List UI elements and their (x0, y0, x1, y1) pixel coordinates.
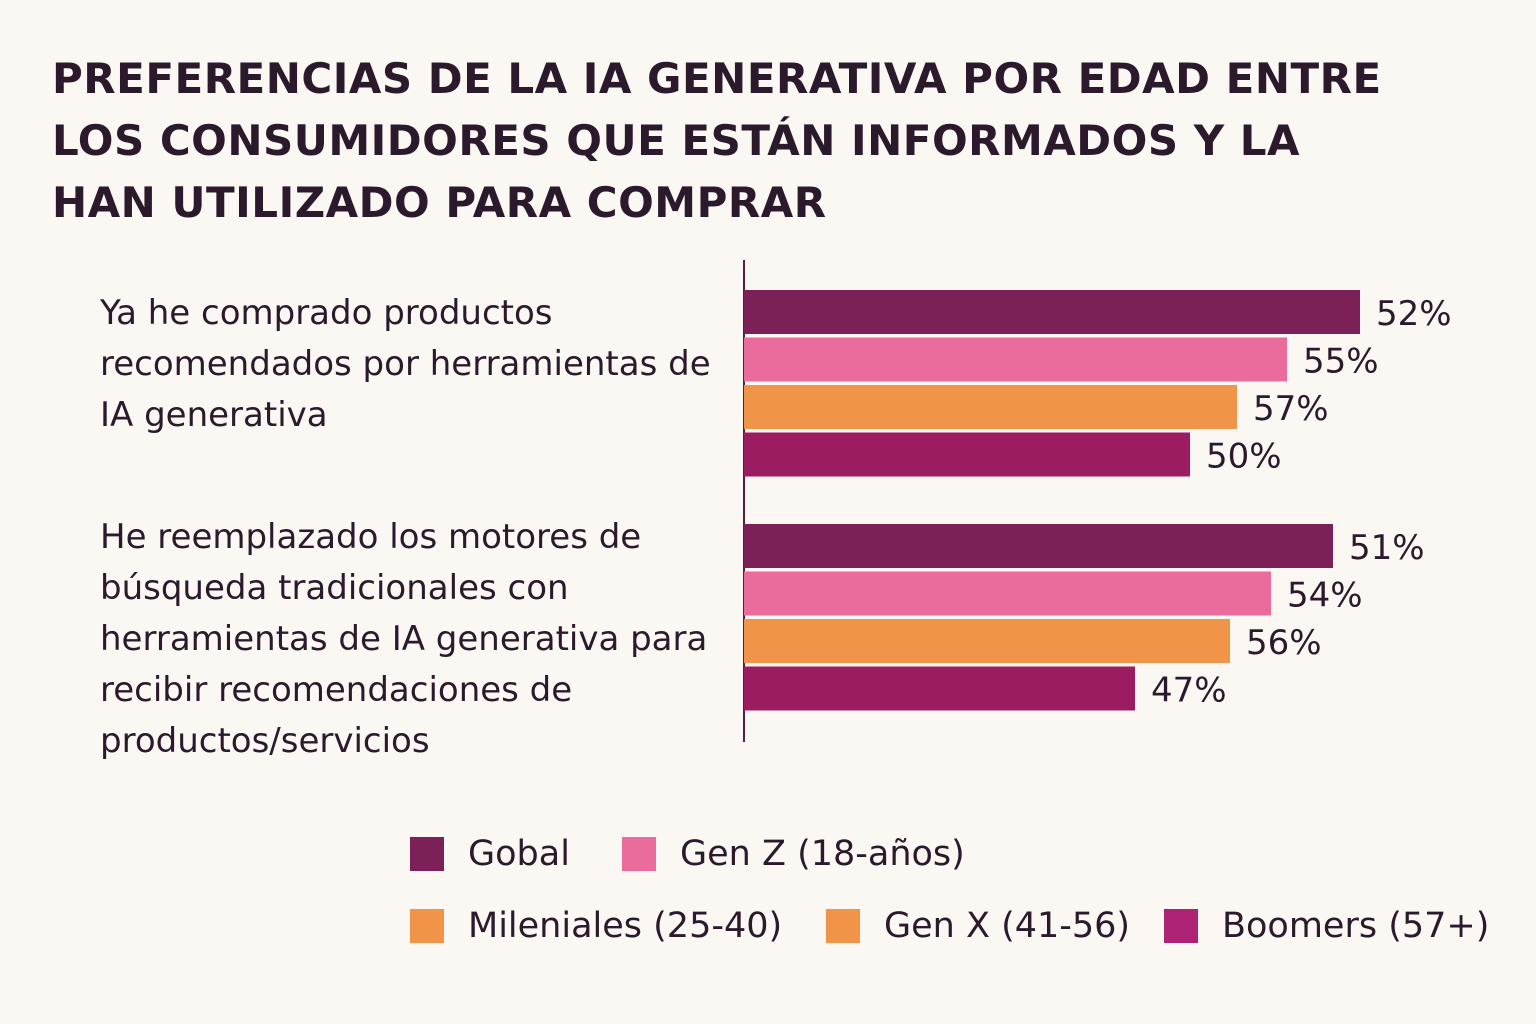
bar-g0-s1 (744, 337, 1287, 382)
bar-value-label-g1-s3: 47% (1151, 671, 1227, 711)
bar-value-label-g0-s1: 55% (1303, 342, 1379, 382)
bar-g1-s3 (744, 666, 1135, 711)
bar-g0-s0 (744, 290, 1360, 334)
bar-value-label-g1-s2: 56% (1246, 623, 1322, 663)
category-label-purchased: Ya he comprado productos recomendados po… (100, 288, 720, 441)
bar-g0-s3 (744, 432, 1190, 477)
bar-g1-s0 (744, 524, 1333, 568)
category-label-line: recomendados por herramientas de (100, 344, 711, 384)
bar-value-label-g0-s0: 52% (1376, 294, 1452, 334)
bar-value-label-g1-s1: 54% (1287, 576, 1363, 616)
bar-g1-s2 (744, 619, 1230, 663)
bar-value-label-g1-s0: 51% (1349, 528, 1425, 568)
category-label-line: He reemplazado los motores de (100, 517, 642, 557)
category-label-replaced-search: He reemplazado los motores de búsqueda t… (100, 512, 720, 767)
bar-g1-s1 (744, 571, 1271, 616)
chart-title-line-3: HAN UTILIZADO PARA COMPRAR (52, 178, 827, 227)
category-label-line: herramientas de IA generativa para (100, 619, 708, 659)
category-label-line: búsqueda tradicionales con (100, 568, 569, 608)
bar-value-label-g0-s3: 50% (1206, 437, 1282, 477)
chart-title-line-2: LOS CONSUMIDORES QUE ESTÁN INFORMADOS Y … (52, 116, 1301, 165)
chart-title: PREFERENCIAS DE LA IA GENERATIVA POR EDA… (52, 48, 1472, 234)
category-label-line: recibir recomendaciones de (100, 670, 573, 710)
bar-value-label-g0-s2: 57% (1253, 389, 1329, 429)
category-label-line: Ya he comprado productos (100, 293, 553, 333)
category-label-line: IA generativa (100, 395, 328, 435)
bar-g0-s2 (744, 385, 1237, 429)
category-label-line: productos/servicios (100, 721, 430, 761)
chart-title-line-1: PREFERENCIAS DE LA IA GENERATIVA POR EDA… (52, 54, 1382, 103)
